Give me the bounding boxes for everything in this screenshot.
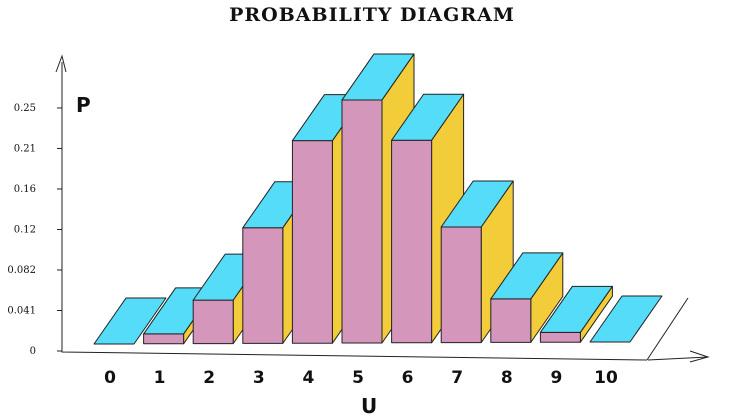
bar-top [391,93,465,141]
bar-front [291,140,333,344]
chart-title: PROBABILITY DIAGRAM [229,4,515,26]
axes [55,54,710,363]
bar-8 [490,252,564,343]
bar-front [192,299,234,345]
x-tick-label: 9 [550,368,562,388]
bar-top [490,252,564,300]
bar-group [93,53,663,345]
x-tick-label: 8 [501,368,513,388]
y-tick-label: 0.082 [7,265,36,276]
x-tick-label: 3 [253,368,265,388]
y-tick-label: 0.21 [14,143,36,154]
x-tick-label: 7 [451,368,463,388]
x-axis [647,356,709,361]
y-axis-label: P [76,93,91,117]
y-tick-label: 0.16 [14,184,36,195]
bar-front [242,227,284,344]
y-tick-label: 0.25 [14,103,36,114]
y-tick-label: 0 [30,346,36,357]
y-tick-label: 0.12 [14,224,36,235]
x-tick-label: 1 [154,368,166,388]
bar-top [440,180,514,228]
bar-front [440,226,482,344]
bar-front [539,331,581,343]
depth-axis [646,297,689,361]
y-axis [61,62,648,361]
x-tick-label: 5 [352,368,364,388]
x-tick-label: 4 [302,368,314,388]
x-axis-arrow [689,350,710,363]
y-axis-arrow [55,54,67,73]
x-tick-label: 6 [402,368,414,388]
bar-10 [589,295,663,343]
bar-top [341,53,415,101]
x-axis-label: U [361,394,377,418]
bar-top [93,297,167,345]
bar-9 [539,285,613,343]
x-tick-label: 0 [104,368,116,388]
bar-front [341,99,383,344]
bar-front [490,298,532,343]
bar-top [539,285,613,333]
bar-0 [93,297,167,345]
y-tick-label: 0.041 [7,305,36,316]
y-tick-group: 0 0.041 0.082 0.12 0.16 0.21 0.25 [7,103,62,357]
bar-top [589,295,663,343]
bar-front [143,333,185,345]
x-tick-group: 0 1 2 3 4 5 6 7 8 9 10 [104,368,618,388]
x-tick-label: 2 [203,368,215,388]
bar-front [391,139,433,344]
x-tick-label: 10 [594,368,618,388]
